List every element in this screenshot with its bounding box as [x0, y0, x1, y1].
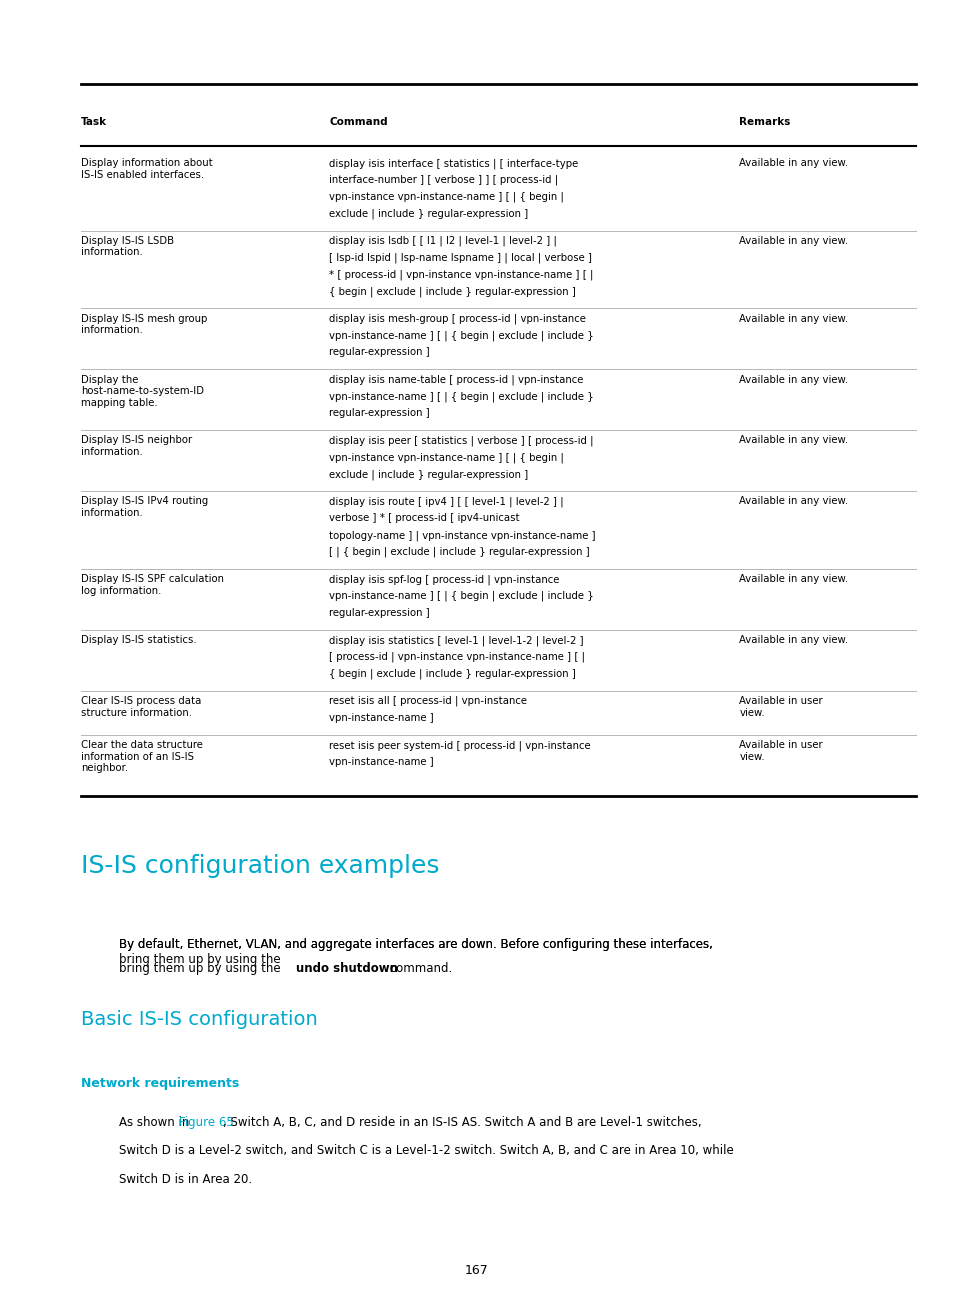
Text: Remarks: Remarks [739, 117, 790, 127]
Text: Available in any view.: Available in any view. [739, 314, 847, 324]
Text: vpn-instance-name ]: vpn-instance-name ] [329, 713, 434, 723]
Text: Display IS-IS mesh group
information.: Display IS-IS mesh group information. [81, 314, 207, 336]
Text: { begin | exclude | include } regular-expression ]: { begin | exclude | include } regular-ex… [329, 669, 576, 679]
Text: regular-expression ]: regular-expression ] [329, 408, 430, 419]
Text: vpn-instance-name ] [ | { begin | exclude | include }: vpn-instance-name ] [ | { begin | exclud… [329, 591, 594, 601]
Text: reset isis all [ process-id | vpn-instance: reset isis all [ process-id | vpn-instan… [329, 696, 527, 706]
Text: regular-expression ]: regular-expression ] [329, 608, 430, 618]
Text: Available in any view.: Available in any view. [739, 236, 847, 246]
Text: display isis interface [ statistics | [ interface-type: display isis interface [ statistics | [ … [329, 158, 578, 168]
Text: Network requirements: Network requirements [81, 1077, 239, 1090]
Text: [ | { begin | exclude | include } regular-expression ]: [ | { begin | exclude | include } regula… [329, 547, 589, 557]
Text: Basic IS-IS configuration: Basic IS-IS configuration [81, 1010, 317, 1029]
Text: command.: command. [386, 962, 452, 975]
Text: vpn-instance-name ] [ | { begin | exclude | include }: vpn-instance-name ] [ | { begin | exclud… [329, 391, 594, 402]
Text: IS-IS configuration examples: IS-IS configuration examples [81, 854, 439, 879]
Text: topology-name ] | vpn-instance vpn-instance-name ]: topology-name ] | vpn-instance vpn-insta… [329, 530, 595, 540]
Text: Display IS-IS IPv4 routing
information.: Display IS-IS IPv4 routing information. [81, 496, 208, 518]
Text: bring them up by using the: bring them up by using the [119, 962, 284, 975]
Text: Available in any view.: Available in any view. [739, 635, 847, 645]
Text: Display information about
IS-IS enabled interfaces.: Display information about IS-IS enabled … [81, 158, 213, 180]
Text: [ process-id | vpn-instance vpn-instance-name ] [ |: [ process-id | vpn-instance vpn-instance… [329, 652, 584, 662]
Text: Available in any view.: Available in any view. [739, 496, 847, 507]
Text: By default, Ethernet, VLAN, and aggregate interfaces are down. Before configurin: By default, Ethernet, VLAN, and aggregat… [119, 938, 713, 967]
Text: Task: Task [81, 117, 107, 127]
Text: Figure 65: Figure 65 [178, 1116, 233, 1129]
Text: Available in any view.: Available in any view. [739, 158, 847, 168]
Text: vpn-instance vpn-instance-name ] [ | { begin |: vpn-instance vpn-instance-name ] [ | { b… [329, 452, 563, 463]
Text: vpn-instance-name ] [ | { begin | exclude | include }: vpn-instance-name ] [ | { begin | exclud… [329, 330, 594, 341]
Text: exclude | include } regular-expression ]: exclude | include } regular-expression ] [329, 469, 528, 480]
Text: exclude | include } regular-expression ]: exclude | include } regular-expression ] [329, 209, 528, 219]
Text: { begin | exclude | include } regular-expression ]: { begin | exclude | include } regular-ex… [329, 286, 576, 297]
Text: display isis name-table [ process-id | vpn-instance: display isis name-table [ process-id | v… [329, 375, 583, 385]
Text: Clear IS-IS process data
structure information.: Clear IS-IS process data structure infor… [81, 696, 201, 718]
Text: 167: 167 [465, 1264, 488, 1277]
Text: display isis spf-log [ process-id | vpn-instance: display isis spf-log [ process-id | vpn-… [329, 574, 558, 584]
Text: vpn-instance vpn-instance-name ] [ | { begin |: vpn-instance vpn-instance-name ] [ | { b… [329, 192, 563, 202]
Text: * [ process-id | vpn-instance vpn-instance-name ] [ |: * [ process-id | vpn-instance vpn-instan… [329, 270, 593, 280]
Text: Available in any view.: Available in any view. [739, 435, 847, 446]
Text: Display IS-IS neighbor
information.: Display IS-IS neighbor information. [81, 435, 192, 457]
Text: By default, Ethernet, VLAN, and aggregate interfaces are down. Before configurin: By default, Ethernet, VLAN, and aggregat… [119, 938, 713, 951]
Text: display isis lsdb [ [ l1 | l2 | level-1 | level-2 ] |: display isis lsdb [ [ l1 | l2 | level-1 … [329, 236, 557, 246]
Text: Display IS-IS LSDB
information.: Display IS-IS LSDB information. [81, 236, 174, 258]
Text: interface-number ] [ verbose ] ] [ process-id |: interface-number ] [ verbose ] ] [ proce… [329, 175, 558, 185]
Text: verbose ] * [ process-id [ ipv4-unicast: verbose ] * [ process-id [ ipv4-unicast [329, 513, 519, 524]
Text: Switch D is in Area 20.: Switch D is in Area 20. [119, 1173, 253, 1186]
Text: regular-expression ]: regular-expression ] [329, 347, 430, 358]
Text: Display the
host-name-to-system-ID
mapping table.: Display the host-name-to-system-ID mappi… [81, 375, 204, 408]
Text: Available in any view.: Available in any view. [739, 574, 847, 584]
Text: reset isis peer system-id [ process-id | vpn-instance: reset isis peer system-id [ process-id |… [329, 740, 590, 750]
Text: Display IS-IS statistics.: Display IS-IS statistics. [81, 635, 196, 645]
Text: Available in any view.: Available in any view. [739, 375, 847, 385]
Text: display isis mesh-group [ process-id | vpn-instance: display isis mesh-group [ process-id | v… [329, 314, 585, 324]
Text: Available in user
view.: Available in user view. [739, 740, 822, 762]
Text: As shown in: As shown in [119, 1116, 193, 1129]
Text: Command: Command [329, 117, 387, 127]
Text: Switch D is a Level-2 switch, and Switch C is a Level-1-2 switch. Switch A, B, a: Switch D is a Level-2 switch, and Switch… [119, 1144, 733, 1157]
Text: display isis peer [ statistics | verbose ] [ process-id |: display isis peer [ statistics | verbose… [329, 435, 593, 446]
Text: Clear the data structure
information of an IS-IS
neighbor.: Clear the data structure information of … [81, 740, 203, 774]
Text: undo shutdown: undo shutdown [295, 962, 397, 975]
Text: vpn-instance-name ]: vpn-instance-name ] [329, 757, 434, 767]
Text: Available in user
view.: Available in user view. [739, 696, 822, 718]
Text: Display IS-IS SPF calculation
log information.: Display IS-IS SPF calculation log inform… [81, 574, 224, 596]
Text: [ lsp-id lspid | lsp-name lspname ] | local | verbose ]: [ lsp-id lspid | lsp-name lspname ] | lo… [329, 253, 592, 263]
Text: , Switch A, B, C, and D reside in an IS-IS AS. Switch A and B are Level-1 switch: , Switch A, B, C, and D reside in an IS-… [223, 1116, 701, 1129]
Text: display isis statistics [ level-1 | level-1-2 | level-2 ]: display isis statistics [ level-1 | leve… [329, 635, 583, 645]
Text: display isis route [ ipv4 ] [ [ level-1 | level-2 ] |: display isis route [ ipv4 ] [ [ level-1 … [329, 496, 563, 507]
